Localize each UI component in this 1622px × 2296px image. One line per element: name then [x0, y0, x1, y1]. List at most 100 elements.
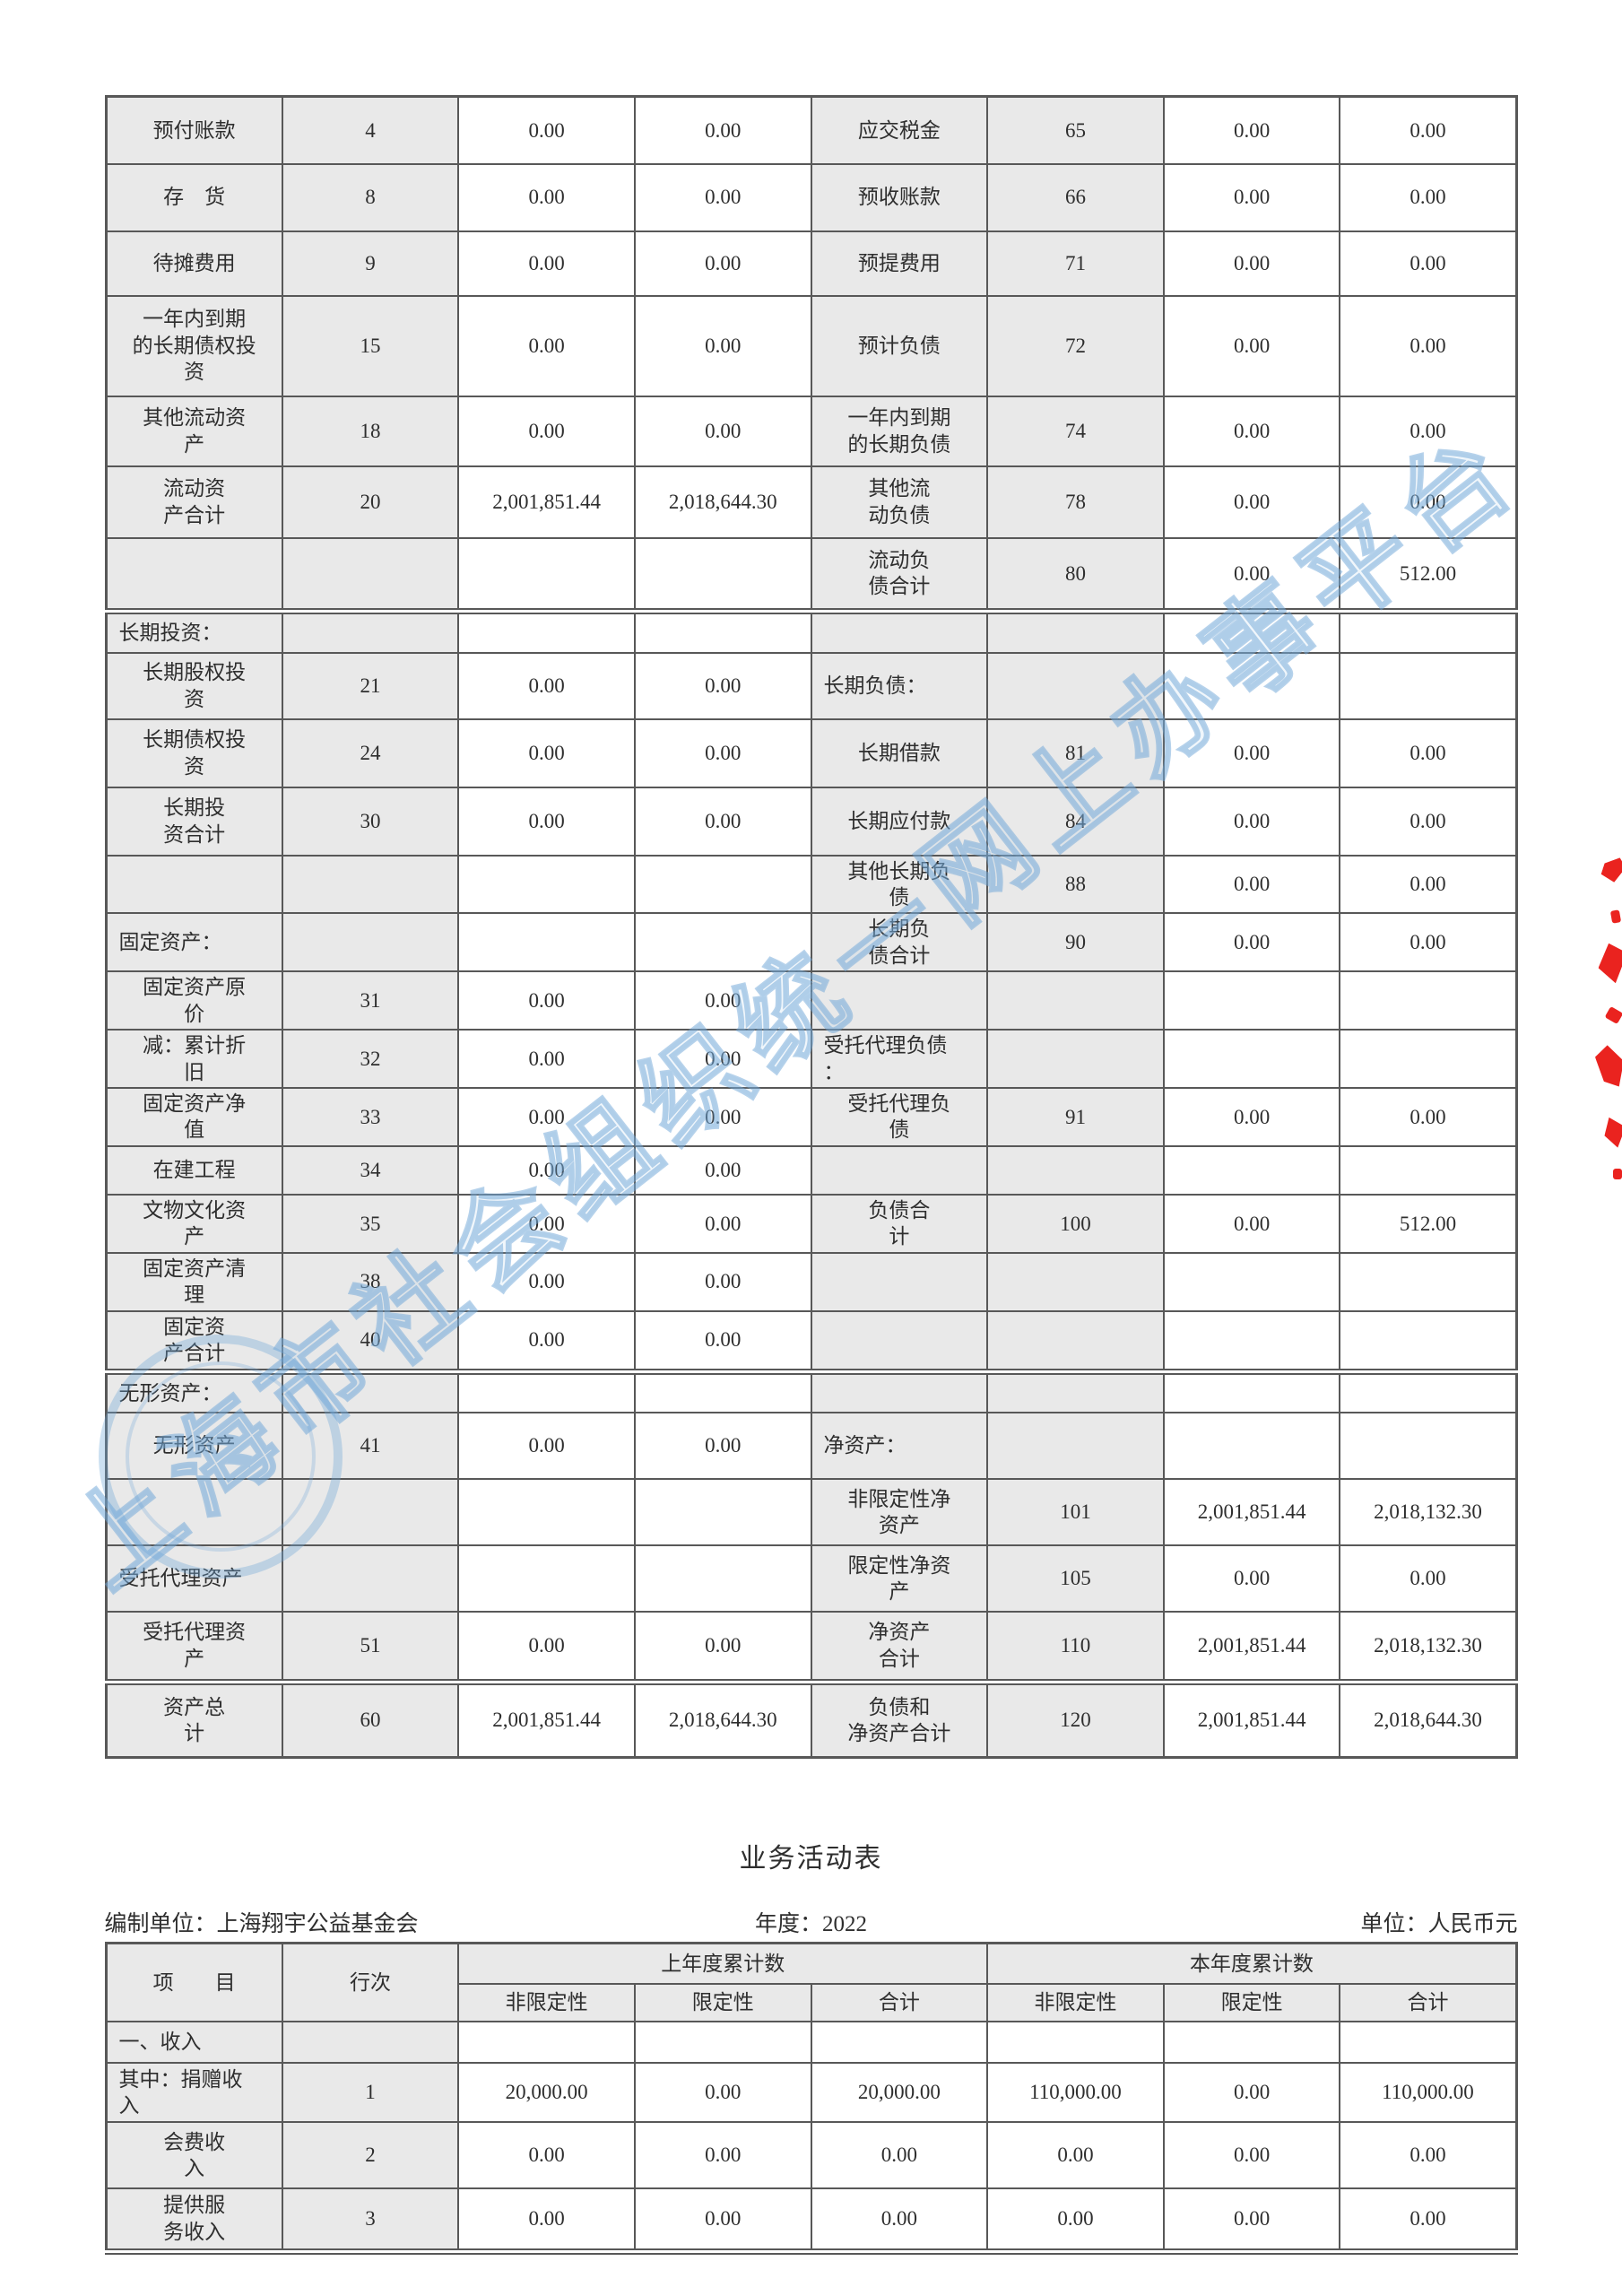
column-subheader: 非限定性: [457, 1983, 636, 2022]
table-cell: [1162, 1029, 1341, 1089]
table-cell: 0.00: [457, 395, 636, 467]
table-cell: 0.00: [1339, 95, 1517, 165]
table-cell: [810, 2021, 989, 2064]
table-cell: 81: [986, 718, 1165, 788]
red-seal-stroke: [1600, 854, 1622, 884]
table-cell: 0.00: [810, 2121, 989, 2189]
column-subheader: 限定性: [633, 1983, 812, 2022]
table-cell: 0.00: [633, 2187, 812, 2255]
table-cell: 0.00: [810, 2187, 989, 2255]
table-cell: 72: [986, 294, 1165, 397]
table-cell: [105, 536, 283, 613]
table-cell: 2,018,132.30: [1339, 1478, 1517, 1546]
table-cell: 2,018,132.30: [1339, 1611, 1517, 1683]
table-cell: 0.00: [633, 1412, 812, 1480]
table-cell: [457, 608, 636, 654]
balance-sheet-table: 预付账款 4 0.00 0.00 应交税金 65 0.00 0.00 存 货 8 0.00 0.00 预…: [104, 95, 1518, 1759]
table-cell: [457, 2021, 636, 2064]
red-seal-stroke: [1613, 1169, 1622, 1179]
table-cell: [1162, 1368, 1341, 1413]
red-seal-stroke: [1609, 909, 1622, 924]
table-cell: 0.00: [1339, 162, 1517, 232]
table-cell: [1339, 608, 1517, 654]
table-cell: 0.00: [1162, 786, 1341, 857]
table-cell: 固定资产净 值: [105, 1087, 283, 1147]
table-cell: 0.00: [1339, 786, 1517, 857]
table-cell: 其中：捐赠收 入: [105, 2062, 283, 2123]
table-cell: 预付账款: [105, 95, 283, 165]
table-cell: [281, 536, 460, 613]
table-cell: 0.00: [633, 1029, 812, 1089]
table-cell: 2,018,644.30: [633, 1678, 812, 1758]
table-cell: 预计负债: [810, 294, 989, 397]
table-cell: [986, 2021, 1165, 2064]
table-cell: 32: [281, 1029, 460, 1089]
table-cell: 受托代理负 债: [810, 1087, 989, 1147]
table-cell: [1162, 1309, 1341, 1373]
table-cell: [810, 1251, 989, 1312]
table-cell: 0.00: [633, 1144, 812, 1196]
red-seal-stroke: [1593, 1042, 1622, 1091]
table-cell: 应交税金: [810, 95, 989, 165]
table-cell: [633, 1544, 812, 1613]
table-cell: 负债和 净资产合计: [810, 1678, 989, 1758]
table-cell: 0.00: [633, 230, 812, 297]
table-cell: [1162, 1412, 1341, 1480]
table-cell: 0.00: [1339, 395, 1517, 467]
table-cell: 净资产 合计: [810, 1611, 989, 1683]
table-cell: 0.00: [1339, 1544, 1517, 1613]
table-cell: [1339, 970, 1517, 1031]
table-cell: 0.00: [633, 718, 812, 788]
table-cell: 88: [986, 854, 1165, 915]
table-cell: 0.00: [633, 1309, 812, 1373]
table-cell: 受托代理资 产: [105, 1611, 283, 1683]
table-cell: 受托代理负债 ：: [810, 1029, 989, 1089]
table-cell: 一年内到期 的长期负债: [810, 395, 989, 467]
table-cell: [986, 1309, 1165, 1373]
table-cell: 2,018,644.30: [1339, 1678, 1517, 1758]
table-cell: 0.00: [457, 1029, 636, 1089]
table-cell: 0.00: [633, 2062, 812, 2123]
table-cell: 0.00: [1162, 294, 1341, 397]
table-cell: 0.00: [457, 1193, 636, 1254]
table-cell: 0.00: [1339, 2121, 1517, 2189]
table-cell: 2,018,644.30: [633, 465, 812, 539]
table-cell: 0.00: [457, 2187, 636, 2255]
activity-table-meta: 编制单位：上海翔宇公益基金会 年度：2022 单位：人民币元: [105, 1906, 1518, 1936]
table-cell: 长期负债：: [810, 651, 989, 720]
table-cell: [633, 912, 812, 973]
table-cell: 0.00: [1162, 2187, 1341, 2255]
red-seal-stroke: [1603, 1118, 1622, 1149]
table-cell: [1339, 1309, 1517, 1373]
table-cell: 21: [281, 651, 460, 720]
table-cell: 0.00: [1339, 718, 1517, 788]
table-cell: 0.00: [1339, 854, 1517, 915]
table-cell: 15: [281, 294, 460, 397]
table-cell: 预收账款: [810, 162, 989, 232]
table-cell: 0.00: [1162, 1193, 1341, 1254]
table-cell: 0.00: [1162, 854, 1341, 915]
column-header-item: 项 目: [105, 1942, 283, 2022]
table-cell: 0.00: [457, 1309, 636, 1373]
table-cell: [457, 1478, 636, 1546]
table-cell: 一年内到期 的长期债权投 资: [105, 294, 283, 397]
table-cell: [1162, 2021, 1341, 2064]
table-cell: [810, 1144, 989, 1196]
table-cell: [1162, 1251, 1341, 1312]
table-cell: 0.00: [457, 1087, 636, 1147]
table-cell: 0.00: [457, 786, 636, 857]
table-cell: [1339, 651, 1517, 720]
table-cell: 0.00: [1162, 465, 1341, 539]
table-cell: 长期债权投 资: [105, 718, 283, 788]
table-cell: 0.00: [457, 95, 636, 165]
table-cell: 65: [986, 95, 1165, 165]
table-cell: 非限定性净 资产: [810, 1478, 989, 1546]
table-cell: 0.00: [1339, 1087, 1517, 1147]
table-cell: 2: [281, 2121, 460, 2189]
table-cell: 2,001,851.44: [457, 1678, 636, 1758]
table-cell: 其他流 动负债: [810, 465, 989, 539]
table-cell: 0.00: [633, 395, 812, 467]
table-cell: 减：累计折 旧: [105, 1029, 283, 1089]
table-cell: 固定资产：: [105, 912, 283, 973]
prepared-by-label: 编制单位：上海翔宇公益基金会: [104, 1911, 419, 1936]
